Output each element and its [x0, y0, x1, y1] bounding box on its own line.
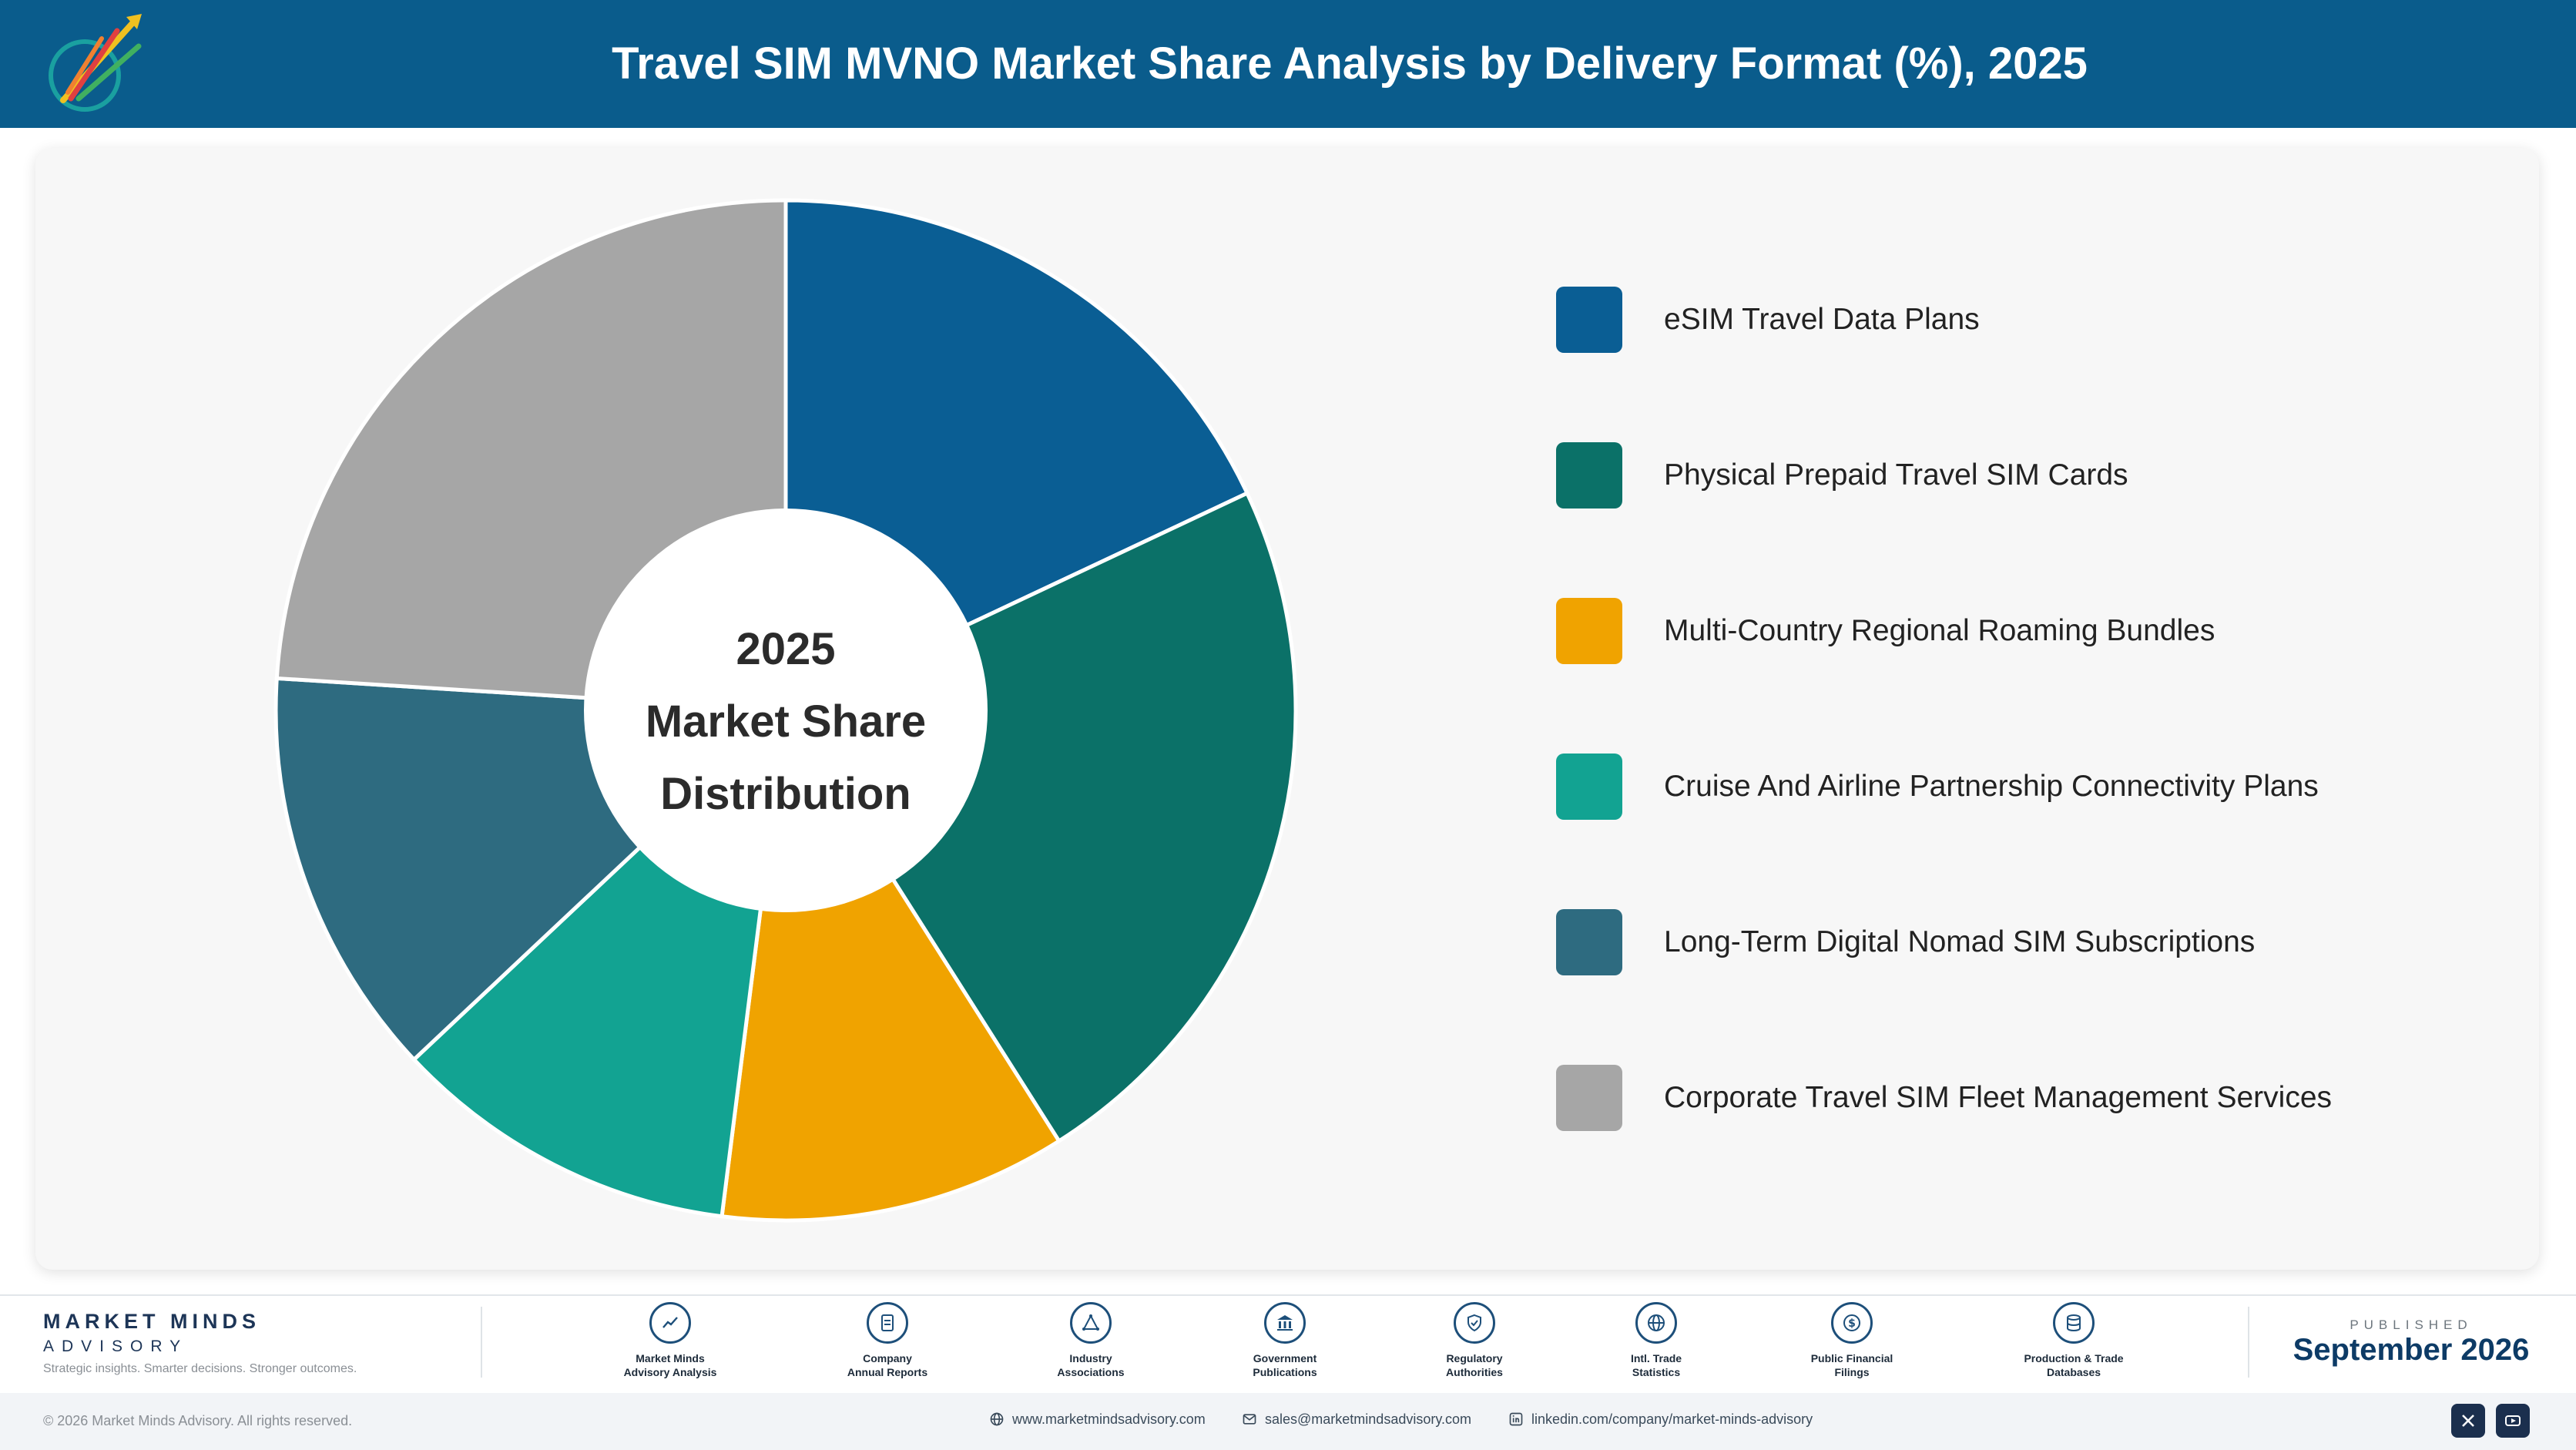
center-label-line-1: 2025 — [736, 624, 835, 674]
source-item-market-minds: Market Minds Advisory Analysis — [593, 1302, 747, 1379]
source-label-line-2: Annual Reports — [847, 1366, 928, 1378]
dollar-coin-icon: $ — [1831, 1302, 1873, 1344]
source-label-line-2: Publications — [1253, 1366, 1317, 1378]
source-item-government: Government Publications — [1208, 1302, 1362, 1379]
pie-chart: 2025 Market Share Distribution — [275, 200, 1296, 1221]
shield-icon — [1454, 1302, 1495, 1344]
globe-icon — [990, 1412, 1004, 1426]
mail-icon — [1243, 1414, 1256, 1425]
legend-label: Long-Term Digital Nomad SIM Subscription… — [1664, 925, 2256, 958]
published-date: September 2026 — [2293, 1333, 2530, 1367]
footer-divider — [2248, 1307, 2249, 1378]
brand-tagline: Strategic insights. Smarter decisions. S… — [43, 1362, 357, 1375]
legend-swatch — [1556, 598, 1622, 664]
source-label-line-2: Advisory Analysis — [623, 1366, 717, 1378]
source-item-company-reports: Company Annual Reports — [810, 1302, 964, 1379]
linkedin-icon — [1509, 1412, 1523, 1426]
center-label-line-2: Market Share — [646, 696, 926, 747]
legend-label: eSIM Travel Data Plans — [1664, 303, 1980, 336]
youtube-social-button[interactable] — [2496, 1404, 2530, 1438]
globe-icon — [1635, 1302, 1677, 1344]
source-label-line-1: Production & Trade — [2024, 1352, 2124, 1364]
source-item-industry-associations: Industry Associations — [1014, 1302, 1168, 1379]
source-label-line-1: Intl. Trade — [1630, 1352, 1682, 1364]
source-label-line-2: Filings — [1834, 1366, 1870, 1378]
legend-item: Cruise And Airline Partnership Connectiv… — [1556, 754, 2480, 820]
legend-label: Multi-Country Regional Roaming Bundles — [1664, 614, 2215, 647]
source-item-trade-statistics: Intl. Trade Statistics — [1579, 1302, 1733, 1379]
government-building-icon — [1264, 1302, 1306, 1344]
email-link[interactable]: sales@marketmindsadvisory.com — [1242, 1411, 1471, 1428]
legend-label: Cruise And Airline Partnership Connectiv… — [1664, 770, 2319, 803]
legend-swatch — [1556, 909, 1622, 975]
legend-swatch — [1556, 442, 1622, 509]
svg-text:$: $ — [1848, 1317, 1856, 1330]
database-icon — [2053, 1302, 2095, 1344]
website-text[interactable]: www.marketmindsadvisory.com — [1012, 1411, 1206, 1427]
linkedin-link[interactable]: linkedin.com/company/market-minds-adviso… — [1508, 1411, 1813, 1428]
source-label-line-1: Company — [863, 1352, 912, 1364]
brand-name: MARKET MINDS — [43, 1310, 260, 1333]
source-item-regulatory: Regulatory Authorities — [1397, 1302, 1551, 1379]
header-bar: Travel SIM MVNO Market Share Analysis by… — [0, 0, 2576, 128]
legend-swatch — [1556, 287, 1622, 353]
page-title: Travel SIM MVNO Market Share Analysis by… — [612, 39, 2088, 89]
trend-chart-icon — [649, 1302, 691, 1344]
footer-contact-bar — [0, 1393, 2576, 1450]
center-label-line-3: Distribution — [660, 769, 911, 819]
source-item-trade-databases: Production & Trade Databases — [1997, 1302, 2151, 1379]
copyright-text: © 2026 Market Minds Advisory. All rights… — [43, 1413, 353, 1428]
legend-item: eSIM Travel Data Plans — [1556, 287, 2480, 353]
legend-item: Long-Term Digital Nomad SIM Subscription… — [1556, 909, 2480, 975]
source-label-line-1: Public Financial — [1810, 1352, 1893, 1364]
source-label-line-2: Databases — [2046, 1366, 2101, 1378]
published-label: PUBLISHED — [2350, 1317, 2473, 1332]
x-social-button[interactable] — [2451, 1404, 2485, 1438]
source-label-line-1: Government — [1253, 1352, 1317, 1364]
legend-swatch — [1556, 754, 1622, 820]
source-label-line-1: Market Minds — [636, 1352, 705, 1364]
document-icon — [867, 1302, 908, 1344]
brand-subtitle: ADVISORY — [43, 1338, 189, 1355]
legend-swatch — [1556, 1065, 1622, 1131]
website-link[interactable]: www.marketmindsadvisory.com — [989, 1411, 1206, 1428]
legend-item: Physical Prepaid Travel SIM Cards — [1556, 442, 2480, 509]
donut-hole — [584, 509, 988, 912]
source-label-line-1: Industry — [1069, 1352, 1112, 1364]
legend-item: Corporate Travel SIM Fleet Management Se… — [1556, 1065, 2480, 1131]
linkedin-text[interactable]: linkedin.com/company/market-minds-adviso… — [1531, 1411, 1813, 1427]
x-icon — [2462, 1415, 2474, 1427]
footer-divider — [481, 1307, 482, 1378]
source-label-line-2: Authorities — [1446, 1366, 1503, 1378]
legend-label: Physical Prepaid Travel SIM Cards — [1664, 458, 2128, 492]
source-item-financial-filings: $ Public Financial Filings — [1775, 1302, 1929, 1379]
source-label-line-2: Associations — [1057, 1366, 1125, 1378]
market-minds-logo-icon — [49, 14, 142, 112]
email-text[interactable]: sales@marketmindsadvisory.com — [1265, 1411, 1472, 1427]
source-label-line-1: Regulatory — [1446, 1352, 1503, 1364]
legend-item: Multi-Country Regional Roaming Bundles — [1556, 598, 2480, 664]
legend-label: Corporate Travel SIM Fleet Management Se… — [1664, 1081, 2333, 1114]
network-icon — [1070, 1302, 1112, 1344]
play-icon — [2505, 1415, 2521, 1426]
source-label-line-2: Statistics — [1632, 1366, 1681, 1378]
